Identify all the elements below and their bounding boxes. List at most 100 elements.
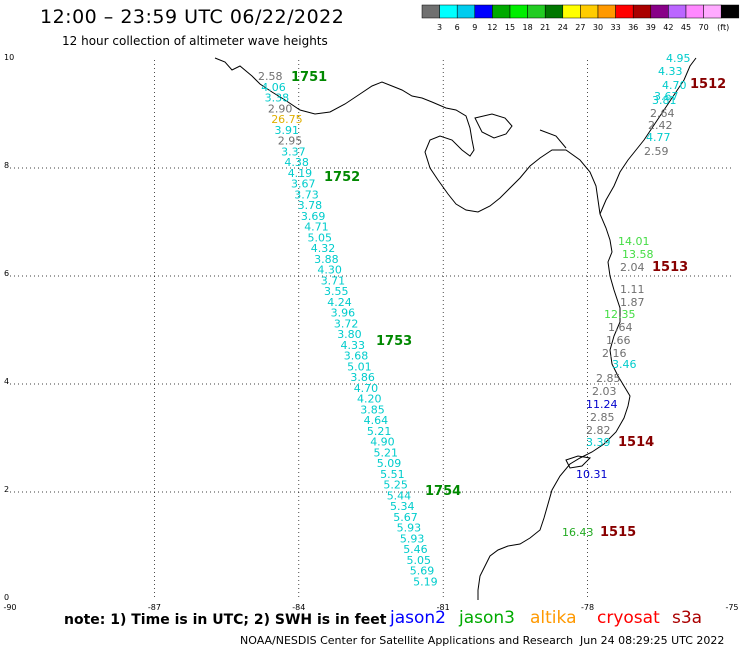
wave-height-value: 5.34 bbox=[390, 500, 415, 513]
latitude-tick: 10 bbox=[4, 53, 14, 62]
wave-height-value: 5.93 bbox=[397, 522, 422, 535]
wave-height-value: 5.09 bbox=[377, 457, 402, 470]
pass-number-label: 1512 bbox=[690, 77, 726, 92]
wave-height-value: 16.43 bbox=[562, 526, 594, 539]
legend-value: 70 bbox=[699, 23, 709, 32]
pass-number-label: 1753 bbox=[376, 334, 412, 349]
wave-height-value: 5.93 bbox=[400, 532, 425, 545]
wave-height-value: 1.66 bbox=[606, 334, 631, 347]
wave-height-value: 3.69 bbox=[301, 210, 326, 223]
pass-number-label: 1752 bbox=[324, 170, 360, 185]
note-text: note: 1) Time is in UTC; 2) SWH is in fe… bbox=[64, 612, 387, 628]
wave-height-value: 26.75 bbox=[271, 113, 303, 126]
legend-swatch bbox=[509, 4, 528, 19]
wave-height-value: 4.70 bbox=[662, 79, 687, 92]
wave-height-value: 11.24 bbox=[586, 398, 618, 411]
legend-swatch bbox=[668, 4, 687, 19]
wave-height-value: 2.64 bbox=[650, 107, 675, 120]
wave-height-value: 3.86 bbox=[350, 371, 375, 384]
satellite-label: jason2 bbox=[390, 608, 446, 628]
footer-timestamp: Jun 24 08:29:25 UTC 2022 bbox=[580, 634, 725, 647]
coastline bbox=[214, 57, 697, 600]
wave-height-value: 5.21 bbox=[367, 425, 392, 438]
wave-height-value: 3.37 bbox=[281, 145, 306, 158]
wave-height-value: 4.33 bbox=[341, 339, 366, 352]
altimeter-tracks: 2.584.063.382.9026.753.912.953.374.384.1… bbox=[258, 52, 691, 588]
wave-height-value: 5.19 bbox=[413, 575, 438, 588]
legend-value: 30 bbox=[593, 23, 603, 32]
wave-height-value: 3.91 bbox=[275, 124, 300, 137]
legend-value: 42 bbox=[663, 23, 673, 32]
wave-height-value: 3.81 bbox=[652, 94, 677, 107]
wave-height-value: 3.39 bbox=[586, 436, 611, 449]
wave-height-value: 4.95 bbox=[666, 52, 691, 65]
legend-value: 12 bbox=[487, 23, 497, 32]
footer-credit: NOAA/NESDIS Center for Satellite Applica… bbox=[240, 634, 574, 647]
wave-height-value: 4.06 bbox=[261, 81, 286, 94]
legend-value: 9 bbox=[472, 23, 477, 32]
latitude-tick: 0 bbox=[4, 593, 9, 602]
wave-height-value: 2.95 bbox=[278, 135, 303, 148]
longitude-tick: -90 bbox=[3, 603, 16, 612]
wave-height-value: 5.21 bbox=[374, 446, 399, 459]
wave-height-value: 5.01 bbox=[347, 360, 372, 373]
wave-height-value: 4.71 bbox=[304, 221, 329, 234]
wave-height-value: 5.05 bbox=[308, 231, 333, 244]
legend-value: 6 bbox=[455, 23, 460, 32]
wave-height-value: 4.20 bbox=[357, 393, 382, 406]
wave-height-value: 4.30 bbox=[317, 264, 342, 277]
wave-height-value: 5.69 bbox=[410, 565, 435, 578]
legend-swatch bbox=[474, 4, 493, 19]
legend-swatch bbox=[421, 4, 440, 19]
wave-height-value: 4.24 bbox=[327, 296, 352, 309]
wave-height-value: 5.44 bbox=[387, 489, 412, 502]
wave-height-value: 4.38 bbox=[284, 156, 309, 169]
wave-height-value: 3.96 bbox=[331, 307, 356, 320]
legend-swatch bbox=[632, 4, 652, 19]
wave-height-value: 3.72 bbox=[334, 317, 359, 330]
legend-value: 33 bbox=[611, 23, 621, 32]
wave-height-value: 4.70 bbox=[354, 382, 379, 395]
longitude-tick: -78 bbox=[581, 603, 594, 612]
legend-swatch bbox=[456, 4, 476, 19]
legend-swatch bbox=[439, 4, 458, 19]
legend-value: 15 bbox=[505, 23, 515, 32]
legend-value: 45 bbox=[681, 23, 691, 32]
wave-height-value: 2.04 bbox=[620, 261, 645, 274]
pass-number-label: 1751 bbox=[291, 70, 327, 85]
longitude-tick: -84 bbox=[292, 603, 305, 612]
wave-height-value: 2.59 bbox=[644, 145, 669, 158]
wave-height-value: 2.03 bbox=[592, 385, 617, 398]
wave-height-value: 3.73 bbox=[294, 188, 319, 201]
wave-height-value: 4.90 bbox=[370, 436, 395, 449]
wave-height-value: 1.87 bbox=[620, 296, 645, 309]
wave-height-value: 2.85 bbox=[590, 411, 615, 424]
wave-height-value: 4.19 bbox=[288, 167, 313, 180]
longitude-tick: -75 bbox=[725, 603, 738, 612]
wave-height-value: 2.90 bbox=[268, 102, 293, 115]
pass-number-label: 1513 bbox=[652, 260, 688, 275]
wave-height-value: 13.58 bbox=[622, 248, 654, 261]
legend-swatch bbox=[685, 4, 704, 19]
legend-swatch bbox=[527, 4, 546, 19]
satellite-label: s3a bbox=[672, 608, 703, 628]
legend-swatch bbox=[650, 4, 669, 19]
wave-height-value: 4.77 bbox=[646, 131, 671, 144]
legend-swatch bbox=[615, 4, 634, 19]
color-legend: 3 6 9 12 15 18 21 24 27 30 33 36 39 42 45 70 (ft) bbox=[421, 4, 740, 32]
wave-height-value: 3.78 bbox=[298, 199, 323, 212]
pass-number-label: 1514 bbox=[618, 435, 654, 450]
latitude-tick: 2 bbox=[4, 485, 9, 494]
wave-height-value: 3.55 bbox=[324, 285, 349, 298]
wave-height-value: 5.51 bbox=[380, 468, 405, 481]
pass-labels: 1751 1752 1753 1754 1512 1513 1514 1515 bbox=[291, 70, 726, 540]
latitude-tick: 6 bbox=[4, 269, 9, 278]
lat-lon-grid: -90 -87 -84 -81 -78 -75 10 8 6 4 2 0 bbox=[3, 53, 738, 612]
wave-height-value: 2.42 bbox=[648, 119, 673, 132]
wave-height-value: 14.01 bbox=[618, 235, 650, 248]
legend-swatch bbox=[492, 4, 511, 19]
wave-height-value: 5.05 bbox=[407, 554, 432, 567]
legend-value: 24 bbox=[558, 23, 568, 32]
wave-height-value: 3.80 bbox=[337, 328, 362, 341]
